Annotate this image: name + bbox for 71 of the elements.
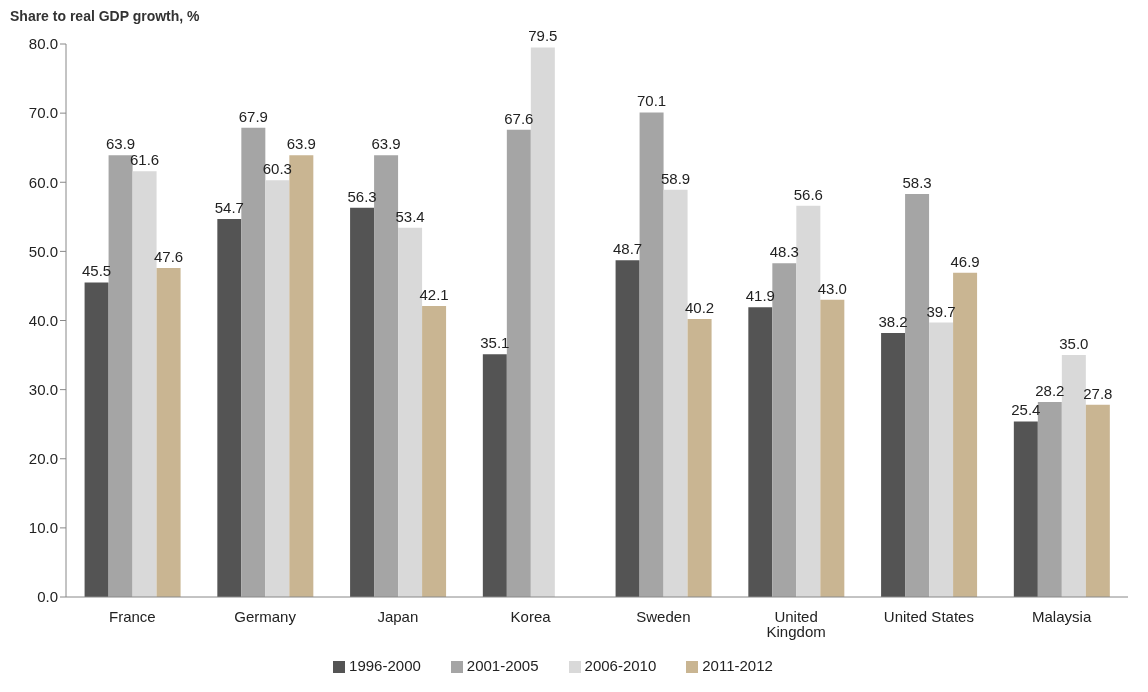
bar [1013,421,1038,597]
bar [748,307,773,597]
bar [422,305,447,597]
data-label: 56.6 [793,185,823,203]
data-label: 25.4 [1011,401,1041,419]
bar [953,272,978,597]
bar [820,299,845,597]
bar [350,207,375,597]
data-label: 40.2 [684,299,715,317]
y-tick-label: 80.0 [28,35,58,53]
x-tick-label: Japan [377,607,419,625]
data-label: 63.9 [371,135,401,153]
bar [772,263,797,597]
x-tick-label: France [109,607,156,625]
y-tick-label: 30.0 [28,380,58,398]
data-label: 45.5 [81,262,112,280]
data-label: 63.9 [105,135,136,153]
data-label: 56.3 [347,187,377,205]
y-tick-label: 70.0 [28,104,58,122]
y-tick-label: 10.0 [28,519,58,537]
x-tick-label: United States [883,607,974,625]
data-label: 39.7 [926,302,956,320]
data-label: 58.9 [660,169,691,187]
x-tick-label: United Kingdom [766,607,826,640]
data-label: 60.3 [262,160,292,178]
data-label: 38.2 [878,312,908,330]
bar [615,260,640,597]
x-tick-label: Korea [510,607,552,625]
data-label: 27.8 [1083,384,1113,402]
data-label: 63.9 [286,135,316,153]
data-label: 46.9 [950,252,980,270]
bar [929,322,954,597]
data-label: 28.2 [1035,382,1065,400]
y-tick-label: 50.0 [28,242,58,260]
x-tick-label: Sweden [636,607,691,625]
data-label: 48.3 [769,243,799,261]
x-tick-label: Germany [234,607,297,625]
bar [881,332,906,597]
data-label: 58.3 [902,174,932,191]
bar [482,354,507,597]
bar [1085,404,1110,597]
bar [289,155,314,597]
data-label: 41.9 [745,287,775,305]
y-tick-label: 60.0 [28,173,58,191]
data-label: 67.6 [504,109,534,127]
y-tick-label: 0.0 [37,588,58,606]
legend-label: 1996-2000 [349,657,421,674]
data-label: 79.5 [528,27,558,45]
bar [265,180,290,597]
legend-label: 2006-2010 [584,657,657,674]
y-tick-label: 20.0 [28,450,58,468]
bar [156,267,181,597]
chart-title: Share to real GDP growth, % [10,8,201,24]
legend-label: 2011-2012 [702,657,773,674]
data-label: 54.7 [214,198,244,216]
x-tick-label: Malaysia [1032,607,1092,625]
data-label: 61.6 [129,151,160,169]
data-label: 48.7 [612,240,643,258]
bar [217,218,242,597]
data-label: 42.1 [419,285,449,303]
bar [84,282,109,597]
legend-label: 2001-2005 [466,657,539,674]
data-label: 35.1 [480,334,510,352]
data-label: 67.9 [238,107,268,125]
data-label: 47.6 [153,247,184,265]
bar [687,319,712,597]
data-label: 43.0 [817,279,847,297]
data-label: 53.4 [395,207,425,225]
data-label: 35.0 [1059,335,1089,353]
data-label: 70.1 [636,92,667,110]
y-tick-label: 40.0 [28,311,58,329]
